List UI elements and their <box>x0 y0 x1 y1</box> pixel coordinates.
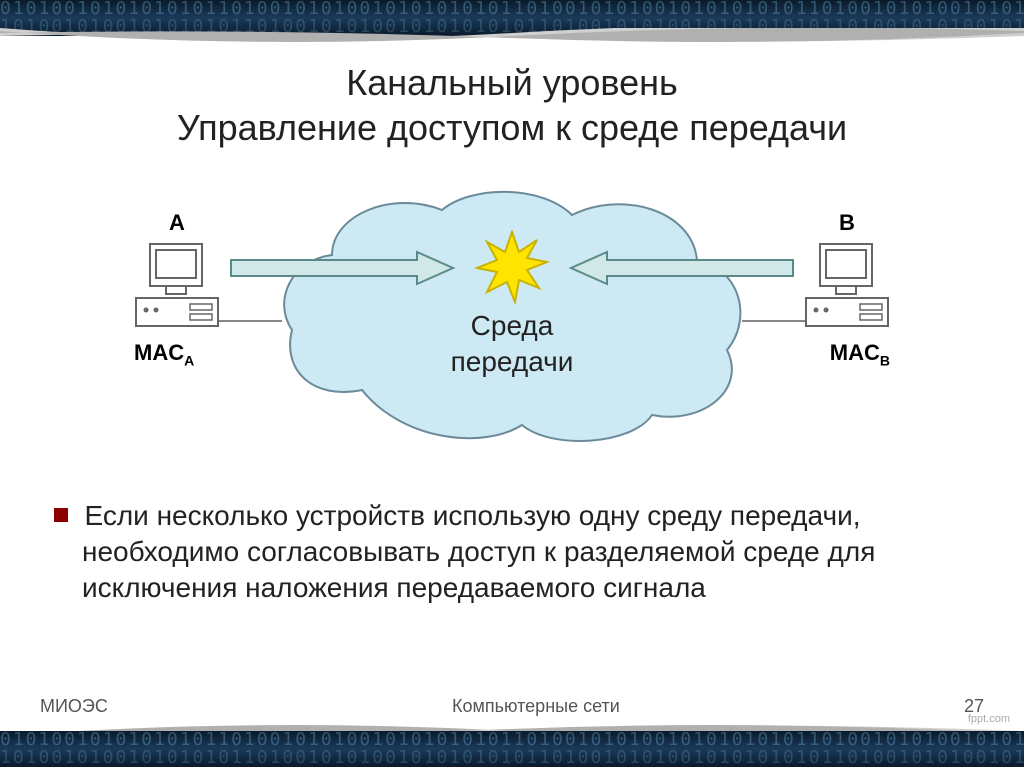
network-diagram: Среда передачи A <box>132 160 892 460</box>
title-line-1: Канальный уровень <box>346 62 678 103</box>
collision-icon <box>475 230 549 304</box>
mac-b-label: MACB <box>804 340 890 368</box>
mac-b-text: MAC <box>830 340 880 365</box>
cloud-label-line1: Среда <box>471 310 554 341</box>
decorative-border-bottom <box>0 731 1024 767</box>
arrow-from-b <box>567 250 797 286</box>
mac-b-sub: B <box>880 352 890 368</box>
cloud-label-line2: передачи <box>451 346 574 377</box>
bullet-point: Если несколько устройств использую одну … <box>50 498 974 605</box>
computer-a-label: A <box>134 210 220 236</box>
watermark: fppt.com <box>968 713 1010 725</box>
arrow-from-a <box>227 250 457 286</box>
mac-a-sub: A <box>184 352 194 368</box>
computer-icon <box>134 240 220 330</box>
wire-a <box>217 320 282 322</box>
transmission-medium-cloud: Среда передачи <box>272 180 752 450</box>
mac-a-label: MACA <box>134 340 220 368</box>
slide-title: Канальный уровень Управление доступом к … <box>50 60 974 150</box>
bullet-text: Если несколько устройств использую одну … <box>82 500 875 603</box>
bullet-marker <box>54 508 68 522</box>
computer-b: B MACB <box>804 210 890 368</box>
footer-left: МИОЭС <box>40 696 108 717</box>
decorative-border-top <box>0 0 1024 36</box>
footer-center: Компьютерные сети <box>452 696 620 717</box>
mac-a-text: MAC <box>134 340 184 365</box>
wire-b <box>742 320 807 322</box>
title-line-2: Управление доступом к среде передачи <box>177 107 847 148</box>
slide-content: Канальный уровень Управление доступом к … <box>0 48 1024 719</box>
slide-footer: МИОЭС Компьютерные сети 27 <box>40 696 984 717</box>
computer-b-label: B <box>804 210 890 236</box>
computer-a: A MACA <box>134 210 220 368</box>
computer-icon <box>804 240 890 330</box>
cloud-label: Среда передачи <box>272 308 752 381</box>
